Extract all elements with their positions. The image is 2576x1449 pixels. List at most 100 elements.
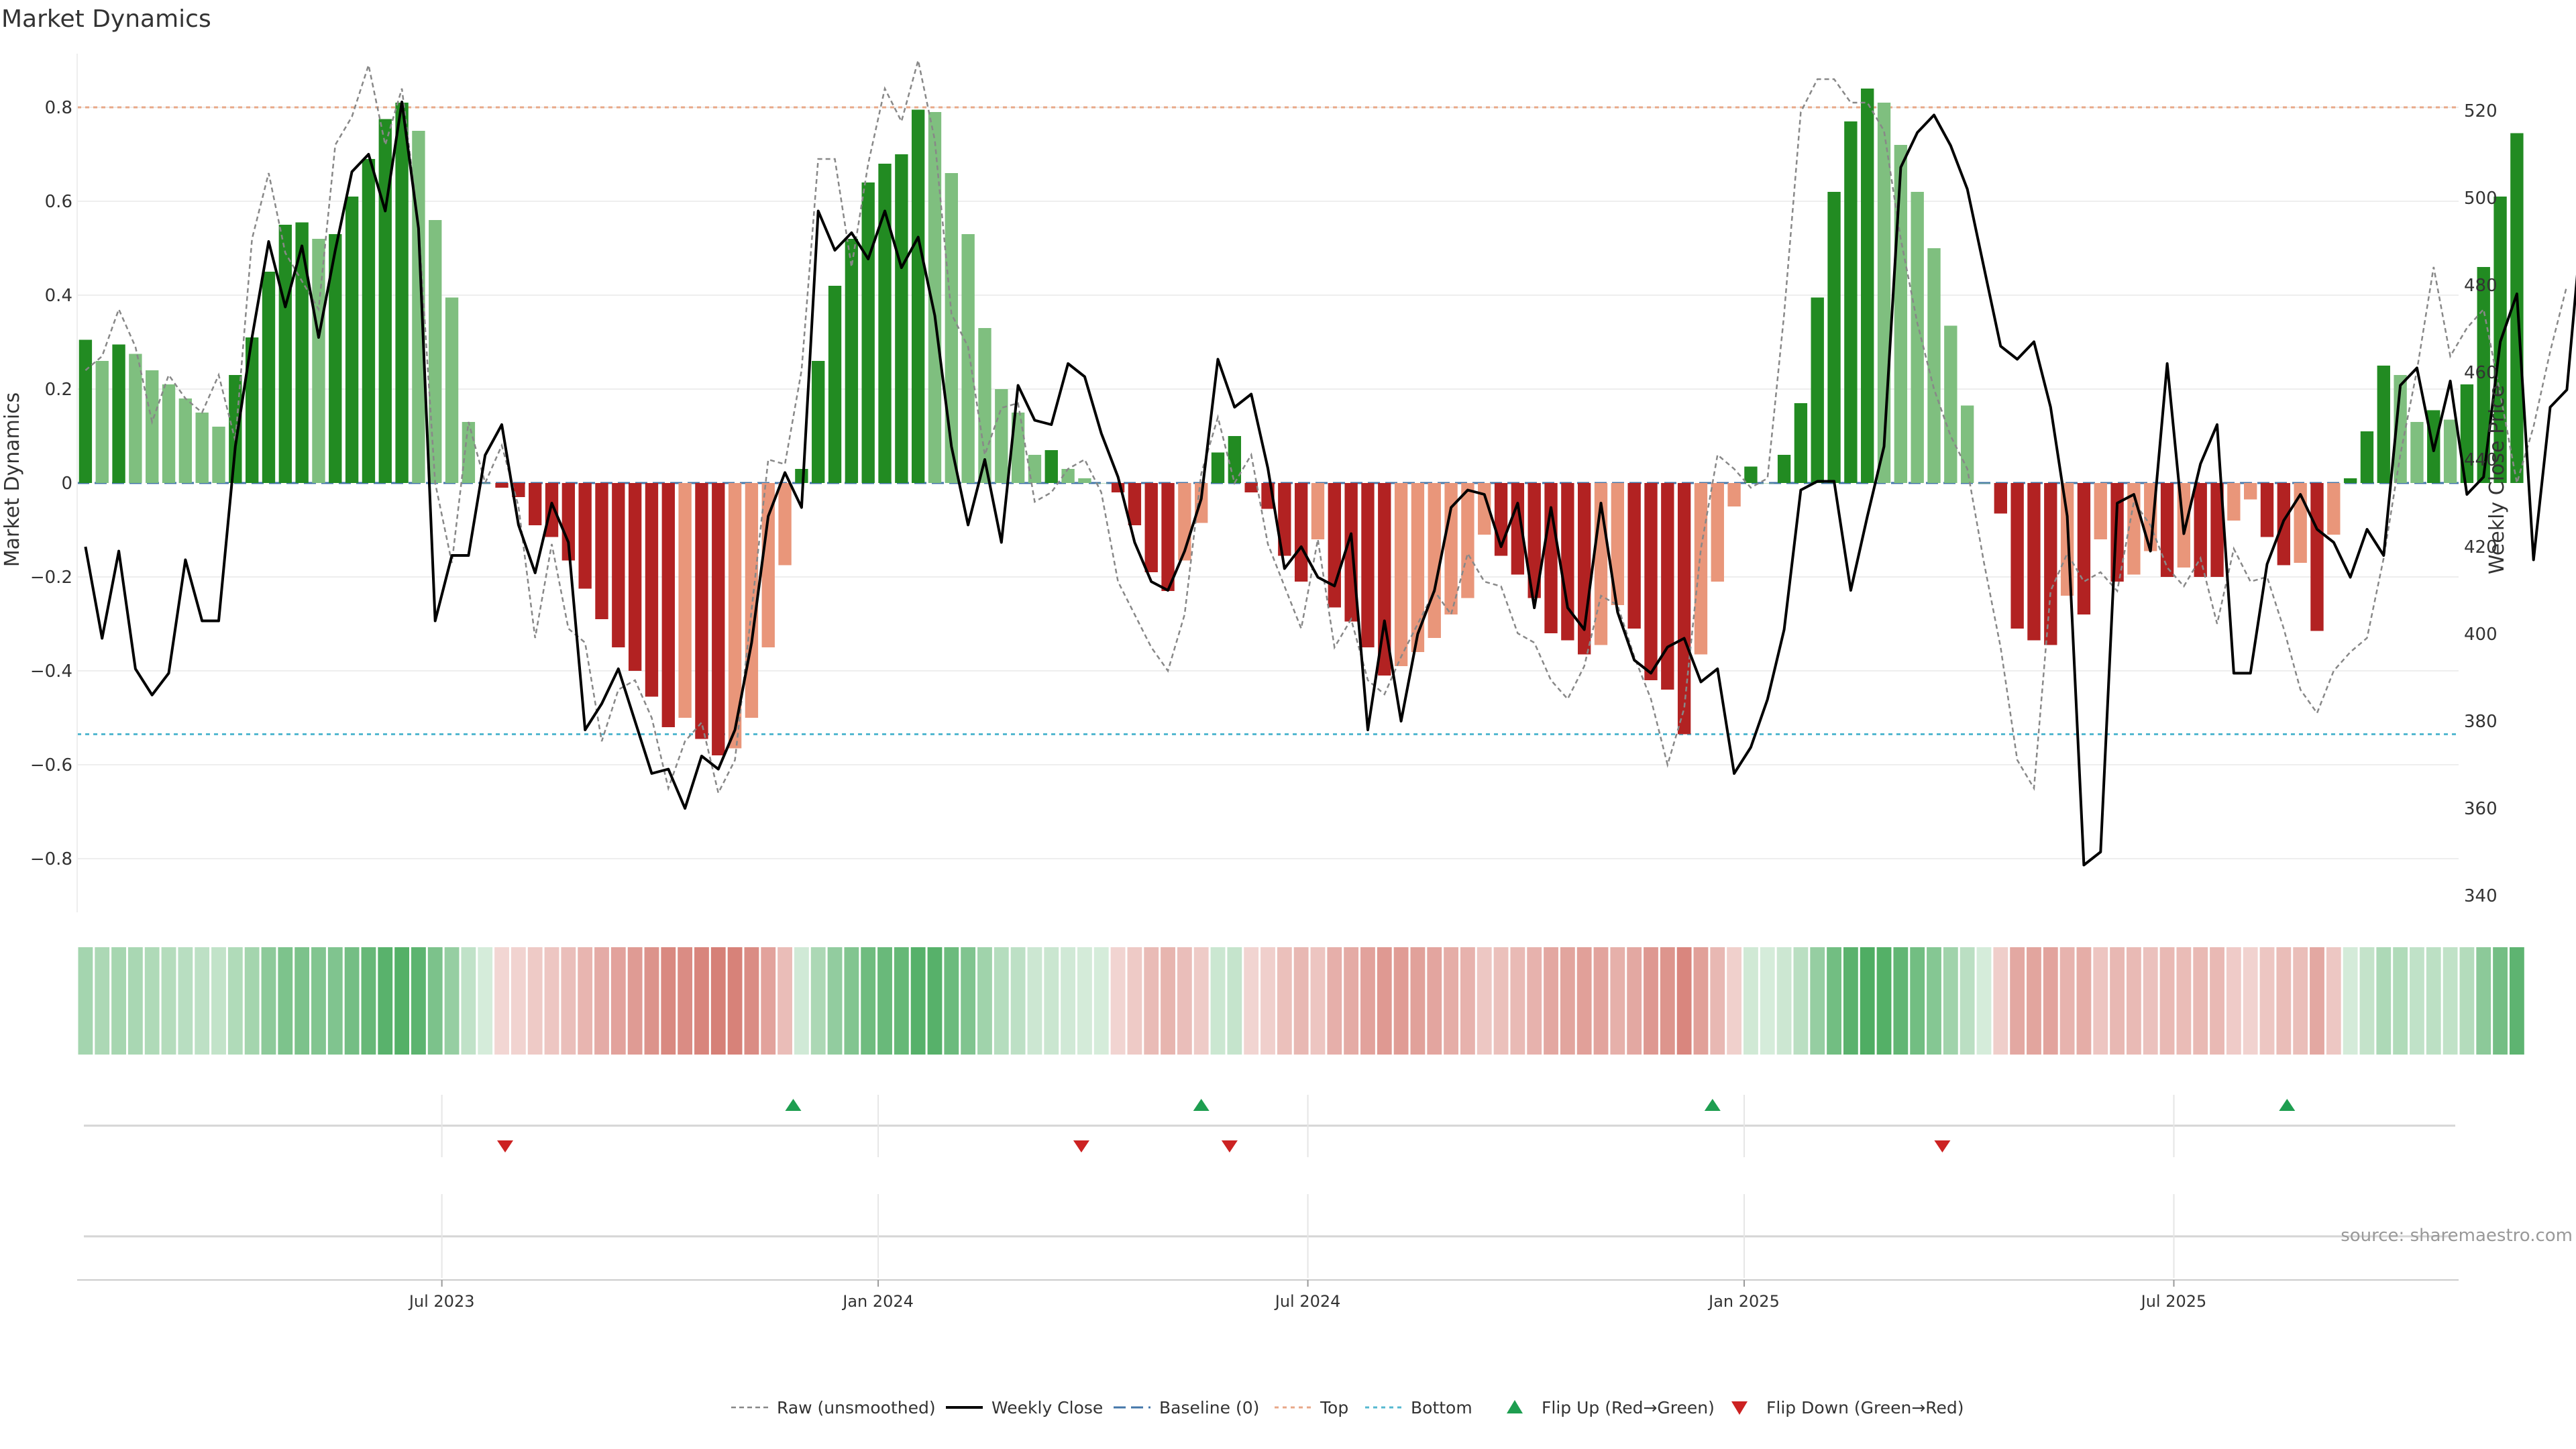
- bar: [1361, 483, 1375, 647]
- bar: [445, 297, 459, 483]
- regime-cell: [1910, 947, 1925, 1055]
- regime-cell: [244, 947, 260, 1055]
- y2-tick-label: 360: [2464, 799, 2498, 819]
- x-tick-label: Jul 2025: [2140, 1292, 2207, 1311]
- bar: [395, 103, 409, 483]
- regime-cell: [95, 947, 110, 1055]
- bar: [195, 413, 209, 483]
- regime-cell: [1593, 947, 1609, 1055]
- bar: [1794, 403, 1808, 483]
- regime-cell: [744, 947, 759, 1055]
- regime-cell: [1277, 947, 1292, 1055]
- bar: [995, 389, 1008, 483]
- regime-cell: [910, 947, 926, 1055]
- flip-up-marker: [1193, 1099, 1210, 1111]
- bar: [812, 361, 825, 483]
- regime-cell: [1077, 947, 1092, 1055]
- bar: [1811, 297, 1824, 483]
- source-note: source: sharemaestro.com: [2341, 1226, 2573, 1246]
- regime-cell: [777, 947, 792, 1055]
- bar: [2160, 483, 2174, 577]
- legend-label: Raw (unsmoothed): [777, 1398, 936, 1417]
- regime-cell: [810, 947, 826, 1055]
- regime-cell: [478, 947, 493, 1055]
- x-tick-label: Jul 2023: [408, 1292, 475, 1311]
- regime-cell: [1161, 947, 1175, 1055]
- regime-cell: [877, 947, 892, 1055]
- y2-tick-label: 520: [2464, 101, 2498, 121]
- bar: [1328, 483, 1341, 608]
- regime-cell: [610, 947, 626, 1055]
- bar: [1511, 483, 1525, 575]
- regime-cell: [2359, 947, 2375, 1055]
- y-tick-label: −0.6: [30, 755, 72, 775]
- bar: [1944, 325, 1957, 483]
- regime-cell: [1760, 947, 1775, 1055]
- bar: [78, 339, 93, 483]
- regime-cell: [2459, 947, 2475, 1055]
- bar: [212, 427, 225, 483]
- regime-cell: [161, 947, 176, 1055]
- bar: [1744, 466, 1758, 483]
- regime-cell: [1693, 947, 1709, 1055]
- bar: [1711, 483, 1724, 582]
- bar: [1011, 413, 1025, 483]
- regime-cell: [1493, 947, 1509, 1055]
- bar: [795, 469, 808, 483]
- regime-cell: [2310, 947, 2324, 1055]
- bar: [429, 220, 442, 483]
- regime-cell: [511, 947, 526, 1055]
- bar: [1727, 483, 1741, 506]
- regime-cell: [2226, 947, 2241, 1055]
- bar: [2244, 483, 2257, 500]
- regime-cell: [494, 947, 509, 1055]
- bar: [728, 483, 742, 749]
- legend-label: Flip Up (Red→Green): [1542, 1398, 1715, 1417]
- bar: [1761, 483, 1774, 484]
- bar: [2227, 483, 2241, 521]
- regime-cell: [1827, 947, 1841, 1055]
- bar: [1544, 483, 1558, 633]
- bar: [345, 197, 359, 483]
- bar: [2443, 419, 2457, 483]
- bar: [362, 159, 376, 483]
- legend-label: Flip Down (Green→Red): [1766, 1398, 1964, 1417]
- regime-cell: [427, 947, 443, 1055]
- regime-cell: [144, 947, 160, 1055]
- y2-tick-label: 400: [2464, 625, 2498, 645]
- regime-cell: [1044, 947, 1059, 1055]
- bar: [1411, 483, 1425, 652]
- bar: [928, 112, 942, 483]
- regime-cell: [2027, 947, 2041, 1055]
- bar: [1777, 455, 1791, 483]
- regime-cell: [578, 947, 593, 1055]
- regime-cell: [2159, 947, 2175, 1055]
- bar: [329, 234, 342, 483]
- regime-cell: [1743, 947, 1758, 1055]
- regime-cell: [2010, 947, 2025, 1055]
- bar: [146, 370, 159, 483]
- bar: [2194, 483, 2207, 577]
- regime-cell: [2410, 947, 2424, 1055]
- regime-cell: [1144, 947, 1159, 1055]
- bar: [1444, 483, 1458, 614]
- regime-cell: [544, 947, 559, 1055]
- regime-cell: [1260, 947, 1275, 1055]
- x-axis: Jul 2023 Jan 2024 Jul 2024 Jan 2025 Jul 2025: [77, 1095, 2459, 1311]
- x-tick-label: Jan 2024: [841, 1292, 914, 1311]
- regime-cell: [661, 947, 676, 1055]
- regime-cell: [2210, 947, 2224, 1055]
- regime-cell: [861, 947, 876, 1055]
- bar: [1028, 455, 1042, 483]
- bar: [2010, 483, 2024, 629]
- bar: [1078, 478, 1091, 483]
- regime-cell: [2509, 947, 2524, 1055]
- regime-cell: [394, 947, 410, 1055]
- regime-cell: [2276, 947, 2292, 1055]
- regime-cell: [844, 947, 859, 1055]
- legend-label: Weekly Close: [991, 1398, 1103, 1417]
- bar: [2210, 483, 2224, 577]
- bar: [178, 398, 193, 483]
- bar: [2410, 422, 2424, 483]
